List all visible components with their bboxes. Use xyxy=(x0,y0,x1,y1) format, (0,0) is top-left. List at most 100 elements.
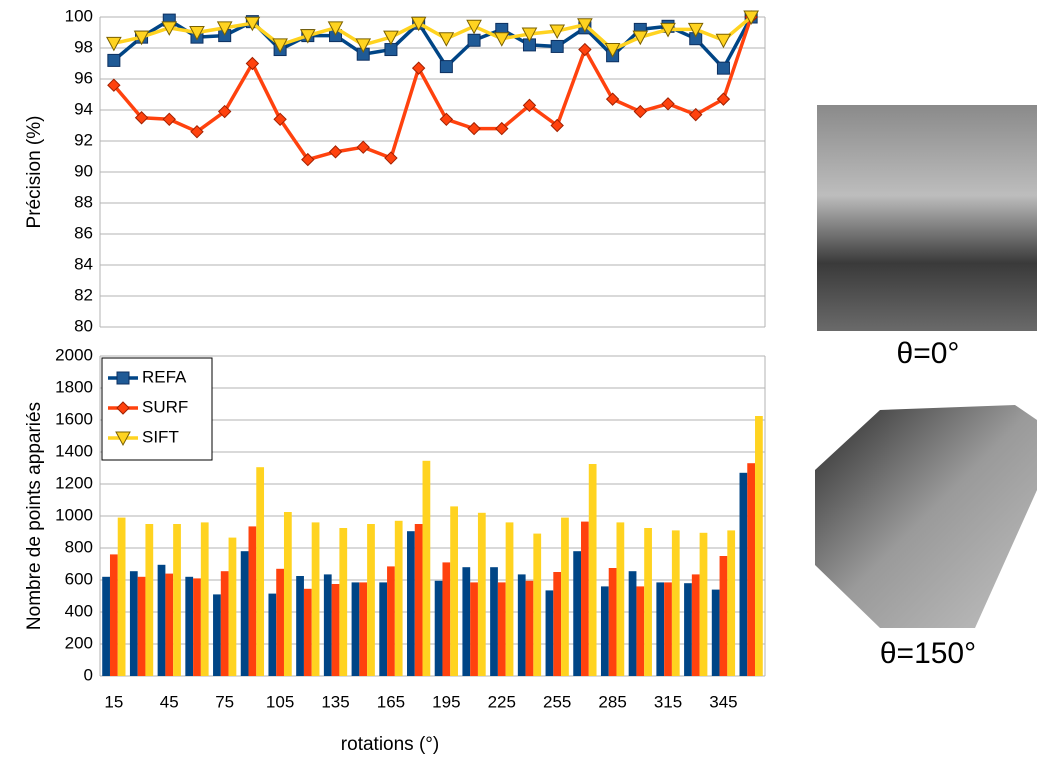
y-tick-label: 1800 xyxy=(55,377,93,396)
photo-rotated xyxy=(815,405,1037,628)
bar xyxy=(628,571,637,676)
marker xyxy=(604,43,621,58)
marker xyxy=(439,60,453,74)
marker xyxy=(633,104,648,119)
bar xyxy=(165,573,174,676)
bar xyxy=(573,551,582,676)
bar xyxy=(351,582,360,676)
bar xyxy=(739,472,748,676)
legend-label: SIFT xyxy=(142,427,179,446)
bar xyxy=(711,589,720,676)
marker xyxy=(328,145,343,159)
bar xyxy=(699,532,708,676)
marker xyxy=(467,33,481,47)
bar xyxy=(490,567,498,676)
x-tick-label: 135 xyxy=(321,692,349,711)
y-axis-label: Précision (%) xyxy=(24,116,45,229)
y-tick-label: 600 xyxy=(65,569,93,588)
y-tick-label: 84 xyxy=(74,254,93,273)
marker xyxy=(577,18,593,33)
bar xyxy=(145,524,154,676)
y-tick-label: 1400 xyxy=(55,441,93,460)
marker xyxy=(383,30,399,46)
bar xyxy=(323,574,332,676)
marker xyxy=(578,42,592,57)
bar xyxy=(671,530,680,676)
x-tick-label: 165 xyxy=(377,692,405,711)
y-tick-label: 90 xyxy=(74,161,93,180)
marker xyxy=(549,24,566,40)
marker xyxy=(493,32,510,47)
caption: θ=0° xyxy=(897,337,960,370)
marker xyxy=(217,104,232,119)
y-tick-label: 98 xyxy=(74,37,93,56)
x-tick-label: 315 xyxy=(654,692,682,711)
bar xyxy=(248,526,257,676)
marker xyxy=(162,112,176,127)
bar xyxy=(691,574,700,676)
bar xyxy=(533,533,542,676)
marker xyxy=(273,112,287,127)
marker xyxy=(115,431,131,447)
marker xyxy=(660,22,676,38)
x-tick-label: 225 xyxy=(488,692,516,711)
caption: θ=150° xyxy=(880,637,976,670)
marker xyxy=(272,38,288,53)
marker xyxy=(106,36,122,52)
marker xyxy=(107,78,121,92)
bar xyxy=(434,580,443,676)
x-tick-label: 45 xyxy=(160,692,179,711)
bar xyxy=(379,582,388,676)
y-tick-label: 2000 xyxy=(55,345,93,364)
marker xyxy=(384,151,398,165)
bar xyxy=(283,512,292,676)
y-tick-label: 92 xyxy=(74,130,93,149)
bar xyxy=(117,517,126,676)
marker xyxy=(133,30,150,46)
marker xyxy=(550,39,564,53)
marker xyxy=(355,38,372,53)
bar xyxy=(213,594,221,676)
y-tick-label: 94 xyxy=(74,99,93,118)
bar xyxy=(497,582,506,676)
marker xyxy=(715,33,732,49)
marker xyxy=(632,30,649,46)
bar xyxy=(296,576,304,676)
y-tick-label: 1000 xyxy=(55,505,93,524)
legend-label: REFA xyxy=(142,367,187,386)
bar xyxy=(311,522,320,676)
marker xyxy=(301,152,315,167)
bar xyxy=(581,521,589,676)
bar xyxy=(664,582,672,676)
marker xyxy=(356,140,370,154)
y-tick-label: 800 xyxy=(65,537,93,556)
bar xyxy=(359,582,368,676)
bar xyxy=(414,524,423,676)
photo xyxy=(817,105,1037,331)
bar xyxy=(173,524,181,676)
bar xyxy=(600,586,609,676)
marker xyxy=(116,371,130,385)
bar xyxy=(505,522,514,676)
marker xyxy=(689,107,703,122)
y-tick-label: 400 xyxy=(65,601,93,620)
marker xyxy=(521,27,538,43)
x-axis-label: rotations (°) xyxy=(341,734,439,755)
bar xyxy=(228,537,237,676)
marker xyxy=(190,124,204,139)
bar xyxy=(719,556,728,676)
marker xyxy=(687,22,704,38)
bar xyxy=(545,590,554,676)
y-tick-label: 88 xyxy=(74,192,93,211)
bar xyxy=(477,512,486,676)
bar xyxy=(331,584,340,676)
marker xyxy=(299,29,316,44)
marker xyxy=(116,401,130,415)
marker xyxy=(411,61,426,75)
legend-label: SURF xyxy=(142,397,188,416)
bar xyxy=(470,582,478,676)
x-tick-label: 105 xyxy=(266,692,294,711)
bar xyxy=(727,530,736,676)
marker xyxy=(438,32,455,47)
bar xyxy=(268,593,277,676)
